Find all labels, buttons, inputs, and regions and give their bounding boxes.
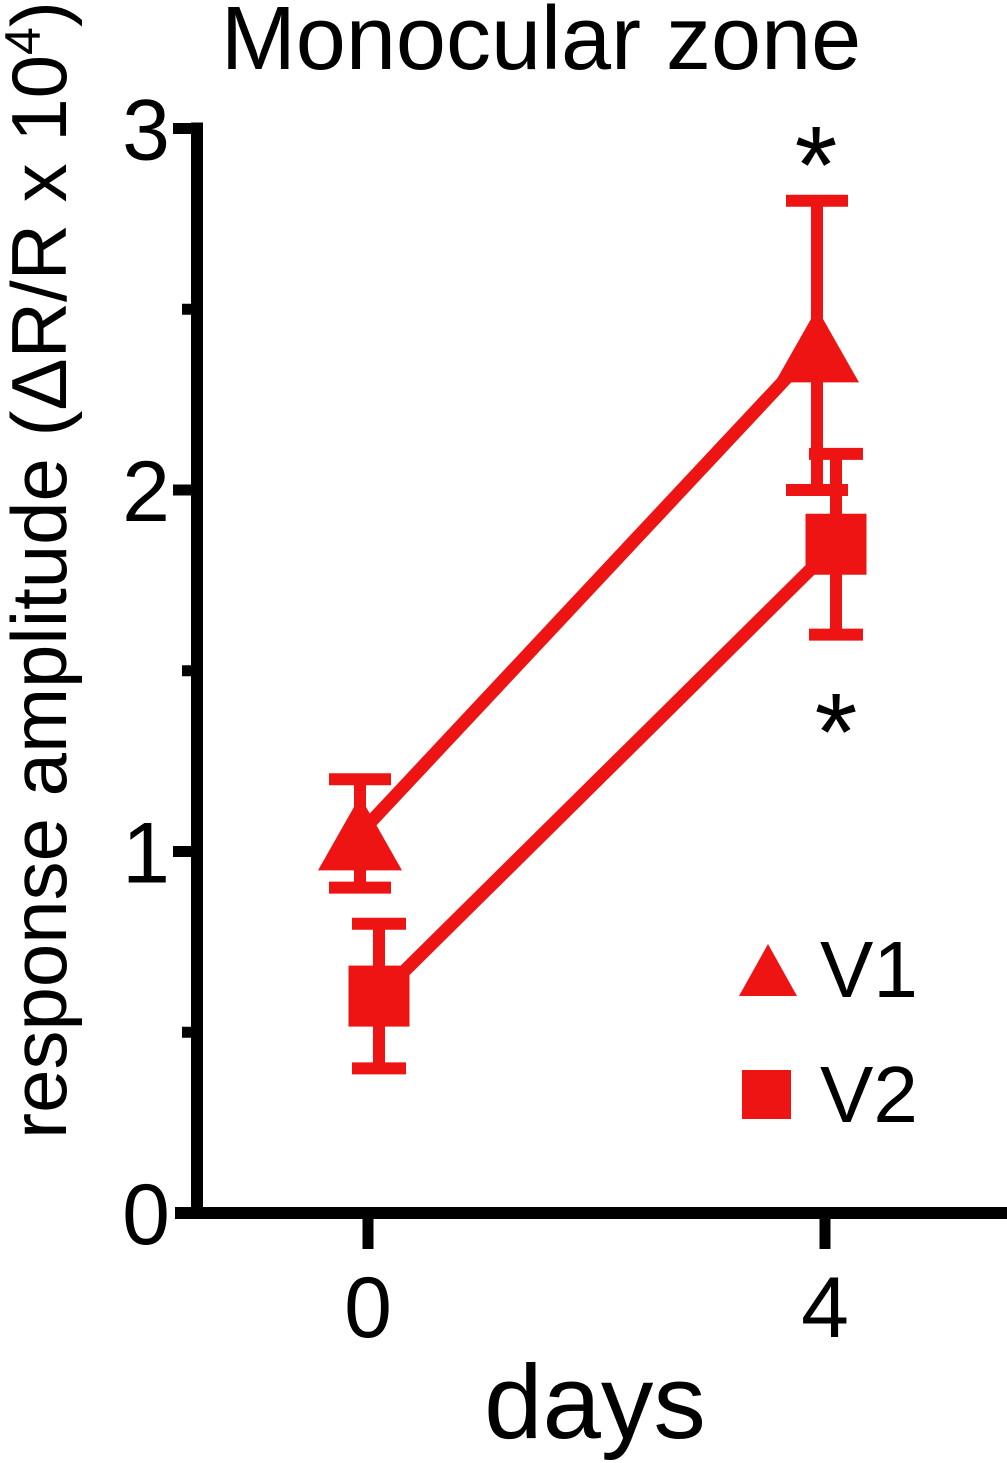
y-tick-label: 3 <box>122 83 170 179</box>
v2-day4-square-marker <box>805 513 867 575</box>
axes <box>173 122 1007 1249</box>
x-tick-label: 0 <box>344 1260 392 1356</box>
tick-labels: 0 1 2 3 0 4 <box>122 83 849 1357</box>
legend-v2-square-icon <box>742 1070 791 1119</box>
chart-title: Monocular zone <box>221 0 861 89</box>
v1-connector-line <box>355 340 822 838</box>
legend: V1 V2 <box>739 925 918 1139</box>
v1-day0-triangle-marker <box>318 796 402 871</box>
significance-asterisk-v2: * <box>815 671 858 794</box>
x-axis-title: days <box>484 1344 706 1461</box>
v2-day0-square-marker <box>348 965 410 1027</box>
data-series <box>318 194 867 1075</box>
x-tick-label: 4 <box>801 1260 849 1356</box>
legend-v1-triangle-icon <box>739 944 797 996</box>
v1-day4-triangle-marker <box>775 308 859 383</box>
legend-v2-label: V2 <box>820 1050 918 1139</box>
y-axis-title: response amplitude (ΔR/R x 104) <box>0 1 83 1139</box>
legend-v1-label: V1 <box>820 925 918 1014</box>
y-tick-label: 0 <box>122 1167 170 1263</box>
v2-connector-line <box>374 539 841 1001</box>
y-tick-label: 1 <box>122 806 170 902</box>
y-tick-label: 2 <box>122 444 170 540</box>
significance-asterisk-v1: * <box>795 104 838 227</box>
